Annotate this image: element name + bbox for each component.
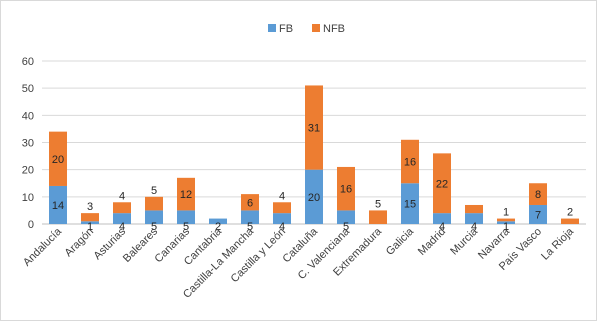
bar-nfb-9 <box>337 166 355 211</box>
x-tick-label: La Rioja <box>539 225 577 263</box>
bar-nfb-2 <box>113 202 131 214</box>
bar-nfb-14 <box>497 218 515 222</box>
data-label-fb: 4 <box>439 221 445 233</box>
y-tick-label: 50 <box>22 83 34 95</box>
legend-label: NFB <box>323 23 345 35</box>
data-label-fb: 5 <box>343 221 349 233</box>
bar-fb-2 <box>113 213 131 224</box>
data-label-nfb: 8 <box>535 189 541 201</box>
data-label-nfb: 4 <box>279 190 285 202</box>
data-label-fb: 5 <box>183 221 189 233</box>
bar-nfb-1 <box>81 213 99 222</box>
data-label-fb: 15 <box>404 199 416 211</box>
data-label-fb: 14 <box>52 200 64 212</box>
data-label-nfb: 16 <box>404 157 416 169</box>
bar-fb-15 <box>529 204 547 224</box>
y-tick-label: 20 <box>22 165 34 177</box>
bar-nfb-0 <box>49 131 67 186</box>
bar-nfb-15 <box>529 183 547 205</box>
y-tick-label: 10 <box>22 192 34 204</box>
y-tick-label: 60 <box>22 56 34 68</box>
bar-nfb-12 <box>433 153 451 214</box>
data-label-fb: 2 <box>215 221 221 233</box>
data-label-fb: 4 <box>279 221 285 233</box>
data-label-fb: 4 <box>471 221 477 233</box>
x-tick-label: Madrid <box>416 226 448 258</box>
x-tick-label: Andalucía <box>21 225 65 269</box>
bar-fb-7 <box>273 213 291 224</box>
bar-fb-0 <box>49 185 67 224</box>
bar-fb-6 <box>241 210 259 224</box>
bar-nfb-10 <box>369 210 387 224</box>
bar-nfb-11 <box>401 139 419 184</box>
bar-fb-14 <box>497 221 515 224</box>
bar-nfb-6 <box>241 194 259 211</box>
bar-fb-4 <box>177 210 195 224</box>
data-label-nfb: 22 <box>436 178 448 190</box>
y-tick-label: 40 <box>22 110 34 122</box>
bar-fb-13 <box>465 213 483 224</box>
legend-swatch-fb <box>268 24 276 32</box>
data-label-nfb: 6 <box>247 197 253 209</box>
bar-nfb-7 <box>273 202 291 214</box>
bar-fb-1 <box>81 221 99 224</box>
data-label-nfb: 4 <box>119 190 125 202</box>
data-label-fb: 4 <box>119 221 125 233</box>
data-label-nfb: 1 <box>503 207 509 219</box>
x-tick-label: Galicia <box>384 225 417 258</box>
y-tick-label: 0 <box>28 219 34 231</box>
data-label-nfb: 20 <box>52 154 64 166</box>
data-label-nfb: 2 <box>567 207 573 219</box>
data-label-nfb: 12 <box>180 189 192 201</box>
bar-fb-3 <box>145 210 163 224</box>
data-label-nfb: 5 <box>375 198 381 210</box>
bar-fb-9 <box>337 210 355 224</box>
bar-nfb-3 <box>145 196 163 211</box>
data-label-nfb: 31 <box>308 123 320 135</box>
legend-label: FB <box>279 23 293 35</box>
data-label-fb: 1 <box>87 221 93 233</box>
bar-nfb-13 <box>465 204 483 214</box>
bar-fb-5 <box>209 218 227 224</box>
data-label-nfb: 16 <box>340 184 352 196</box>
bar-fb-12 <box>433 213 451 224</box>
bar-nfb-4 <box>177 177 195 211</box>
bar-fb-11 <box>401 183 419 224</box>
data-label-nfb: 3 <box>87 201 93 213</box>
data-label-fb: 5 <box>151 221 157 233</box>
data-label-fb: 20 <box>308 192 320 204</box>
legend-swatch-nfb <box>312 24 320 32</box>
bar-nfb-8 <box>305 85 323 170</box>
data-label-fb: 7 <box>535 209 541 221</box>
bar-fb-8 <box>305 169 323 224</box>
data-label-fb: 1 <box>503 221 509 233</box>
data-label-fb: 5 <box>247 221 253 233</box>
y-tick-label: 30 <box>22 138 34 150</box>
bar-nfb-16 <box>561 218 579 224</box>
data-label-nfb: 5 <box>151 185 157 197</box>
